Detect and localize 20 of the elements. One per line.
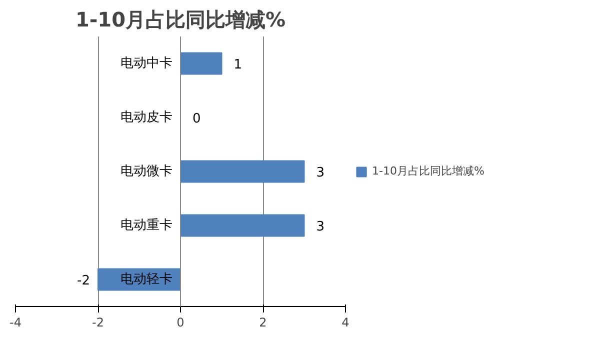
bar <box>180 52 222 75</box>
data-label: -2 <box>77 274 90 288</box>
legend-label: 1-10月占比同比增减% <box>372 164 484 178</box>
y-tick-label: 电动轻卡 <box>120 272 172 287</box>
data-label: 3 <box>316 166 325 180</box>
x-tick-label: 2 <box>259 316 267 330</box>
x-tick-label: -2 <box>92 316 104 330</box>
y-tick-label: 电动中卡 <box>120 56 172 71</box>
y-tick-label: 电动重卡 <box>120 218 172 233</box>
y-tick-label: 电动皮卡 <box>120 110 172 125</box>
data-label: 0 <box>192 112 201 126</box>
chart-title: 1-10月占比同比增减% <box>75 8 286 32</box>
x-tick-label: 0 <box>176 316 184 330</box>
bar <box>180 214 305 237</box>
x-tick-label: 4 <box>342 316 350 330</box>
bar <box>180 160 305 183</box>
y-tick-label: 电动微卡 <box>120 164 172 179</box>
data-label: 1 <box>234 58 242 72</box>
data-label: 3 <box>316 220 325 234</box>
x-tick-label: -4 <box>10 316 22 330</box>
